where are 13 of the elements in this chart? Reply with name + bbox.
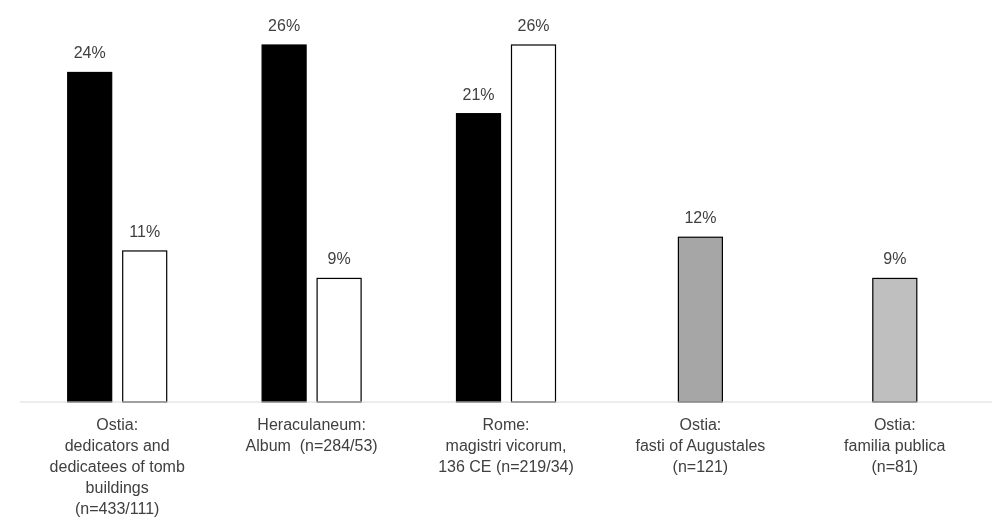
data-label: 9% [883, 250, 907, 268]
x-tick-label: Heraculaneum: Album (n=284/53) [245, 416, 378, 454]
data-label: 26% [268, 17, 301, 34]
data-label: 24% [73, 44, 106, 62]
data-label: 12% [684, 209, 717, 227]
data-label: 11% [129, 222, 161, 240]
data-label: 9% [327, 250, 351, 268]
data-label: 21% [462, 85, 495, 103]
x-tick-label: Ostia: fasti of Augustales (n=121) [635, 416, 766, 475]
x-tick-label: Ostia: familia publica (n=81) [844, 416, 946, 475]
x-tick-label: Ostia: dedicators and dedicatees of tomb buildings (n=433/111) [49, 416, 185, 517]
data-label: 26% [517, 17, 550, 34]
x-tick-label: Rome: magistri vicorum, 136 CE (n=219/34) [438, 416, 574, 475]
